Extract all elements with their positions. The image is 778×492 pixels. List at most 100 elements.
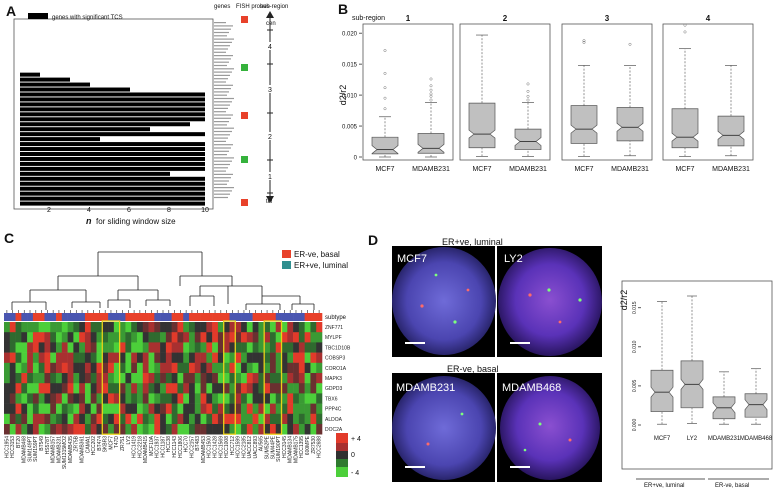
- subtype-cell: [32, 313, 39, 321]
- heatmap-cell: [15, 332, 22, 343]
- gene-label-mark: [214, 91, 229, 93]
- gene-label-mark: [214, 81, 226, 83]
- heatmap-cell: [281, 342, 288, 353]
- heatmap-cell: [67, 403, 74, 415]
- heatmap-cell: [44, 342, 51, 353]
- heatmap-cell: [154, 322, 161, 333]
- subtype-cell: [229, 313, 236, 321]
- heatmap-cell: [217, 393, 225, 404]
- heatmap-cell: [90, 393, 97, 404]
- cell-line-label: SUM190PT: [276, 436, 282, 462]
- heatmap-cell: [160, 393, 167, 404]
- facet-title: 4: [706, 14, 711, 23]
- heatmap-cell: [102, 332, 109, 343]
- subtype-cell: [194, 313, 201, 321]
- basal-legend-label: ER-ve, basal: [294, 250, 340, 259]
- x-axis-n: n: [86, 216, 92, 226]
- heatmap-cell: [44, 383, 51, 394]
- heatmap-cell: [264, 332, 271, 343]
- heatmap-cell: [142, 332, 149, 343]
- heatmap-cell: [177, 342, 184, 353]
- tcs-bar: [20, 191, 205, 196]
- heatmap-cell: [177, 403, 184, 415]
- heatmap-cell: [217, 373, 225, 384]
- heatmap-cell: [38, 362, 45, 374]
- heatmap-cell: [44, 362, 51, 374]
- heatmap-cell: [189, 332, 196, 343]
- heatmap-cell: [9, 332, 16, 343]
- heatmap-cell: [9, 322, 16, 333]
- heatmap-cell: [113, 332, 120, 343]
- facet-frame: [561, 23, 653, 161]
- heatmap-cell: [67, 342, 74, 353]
- box: [616, 107, 644, 142]
- panel-a-label: A: [6, 3, 16, 19]
- heatmap-cell: [154, 393, 161, 404]
- heatmap-cell: [96, 383, 103, 394]
- heatmap-cell: [44, 393, 51, 404]
- heatmap-cell: [125, 424, 132, 435]
- heatmap-cell: [298, 362, 305, 374]
- heatmap-cell: [304, 362, 311, 374]
- cell-line-label: MDAMB157: [51, 436, 57, 463]
- tcs-bar: [20, 102, 205, 107]
- subtype-cell: [287, 313, 294, 321]
- outlier-point: [383, 71, 387, 75]
- heatmap-cell: [73, 373, 80, 384]
- subtype-row-label: subtype: [325, 315, 347, 321]
- heatmap-cell: [136, 393, 144, 404]
- heatmap-cell: [229, 393, 236, 404]
- heatmap-cell: [293, 352, 300, 364]
- heatmap-cell: [258, 424, 265, 435]
- heatmap-cell: [108, 403, 115, 415]
- gene-label-mark: [214, 45, 230, 47]
- heatmap-cell: [194, 362, 201, 374]
- heatmap-cell: [38, 403, 45, 415]
- heatmap-cell: [223, 322, 230, 333]
- subtype-legend: ER-ve, basal ER+ve, luminal: [282, 250, 348, 270]
- heatmap-cell: [235, 403, 242, 415]
- heatmap-cell: [281, 413, 288, 425]
- heatmap-cell: [15, 393, 22, 404]
- gene-label-mark: [214, 167, 228, 169]
- heatmap-cell: [229, 352, 236, 364]
- heatmap-cell: [206, 332, 213, 343]
- gene-label-mark: [214, 124, 227, 126]
- panel-b-y-label: d2/r2: [338, 85, 348, 106]
- heatmap-cell: [32, 332, 39, 343]
- heatmap-cell: [246, 322, 253, 333]
- heatmap-cell: [298, 403, 305, 415]
- heatmap-cell: [229, 373, 236, 384]
- heatmap-cell: [21, 362, 28, 374]
- heatmap-cell: [194, 424, 201, 435]
- panel-d-boxplot: 0.000 0.005 0.010 0.015 MCF7 LY2 MDAMB231 MDAMB…: [632, 295, 773, 442]
- heatmap-cell: [275, 332, 282, 343]
- heatmap-cell: [61, 413, 68, 425]
- heatmap-cell: [148, 424, 155, 435]
- subtype-cell: [50, 313, 57, 321]
- heatmap-cell: [67, 373, 74, 384]
- heatmap-cell: [160, 403, 167, 415]
- heatmap-cell: [235, 424, 242, 435]
- heatmap-cell: [223, 373, 230, 384]
- heatmap-cell: [32, 393, 39, 404]
- heatmap-cell: [206, 393, 213, 404]
- heatmap-cell: [125, 352, 132, 364]
- heatmap-cell: [235, 332, 242, 343]
- tcs-bar: [20, 117, 205, 122]
- heatmap-cell: [15, 322, 22, 333]
- heatmap-cell: [15, 342, 22, 353]
- heatmap-cell: [96, 342, 103, 353]
- heatmap-cell: [142, 373, 149, 384]
- heatmap-cell: [9, 393, 16, 404]
- sub-region-header: sub-region: [260, 4, 288, 10]
- heatmap-cell: [50, 393, 57, 404]
- heatmap-cell: [113, 413, 120, 425]
- heatmap-cell: [206, 322, 213, 333]
- heatmap-cell: [96, 352, 103, 364]
- heatmap-cell: [79, 352, 86, 364]
- tcs-bar: [20, 77, 70, 82]
- highlighted-columns: [101, 320, 283, 435]
- heatmap-cell: [246, 332, 253, 343]
- cell-line-label: HS578T: [45, 436, 51, 454]
